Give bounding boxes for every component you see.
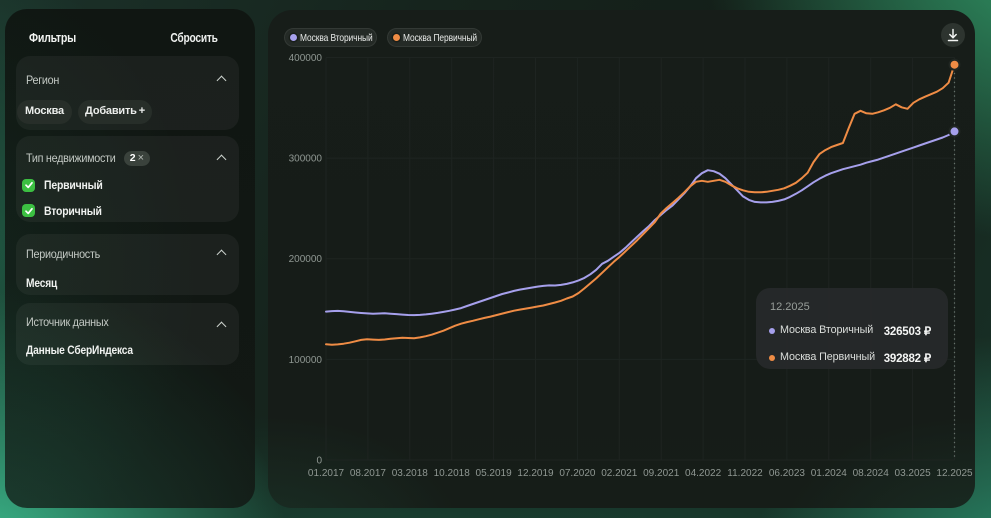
svg-text:03.2018: 03.2018	[392, 468, 429, 479]
svg-text:10.2018: 10.2018	[434, 468, 471, 479]
svg-text:300000: 300000	[289, 154, 323, 165]
svg-text:100000: 100000	[289, 355, 323, 366]
svg-text:06.2023: 06.2023	[769, 468, 806, 479]
svg-text:03.2025: 03.2025	[895, 468, 932, 479]
svg-text:12.2019: 12.2019	[517, 468, 554, 479]
svg-text:09.2021: 09.2021	[643, 468, 680, 479]
svg-text:11.2022: 11.2022	[727, 468, 763, 479]
svg-text:04.2022: 04.2022	[685, 468, 722, 479]
svg-text:12.2025: 12.2025	[936, 468, 973, 479]
svg-text:02.2021: 02.2021	[601, 468, 638, 479]
svg-text:08.2017: 08.2017	[350, 468, 387, 479]
svg-text:01.2017: 01.2017	[308, 468, 345, 479]
svg-text:200000: 200000	[289, 254, 323, 265]
svg-text:08.2024: 08.2024	[853, 468, 890, 479]
svg-text:0: 0	[316, 456, 322, 467]
svg-text:400000: 400000	[289, 53, 323, 64]
svg-text:07.2020: 07.2020	[559, 468, 596, 479]
svg-text:01.2024: 01.2024	[811, 468, 848, 479]
svg-text:05.2019: 05.2019	[476, 468, 513, 479]
